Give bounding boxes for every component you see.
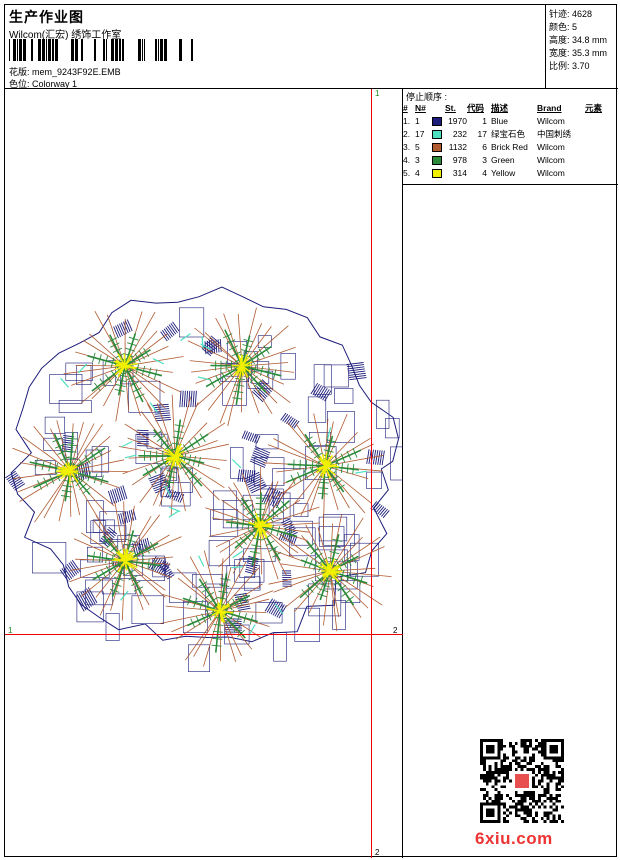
row-needle: 1 [415, 115, 420, 126]
row-element [585, 114, 618, 127]
col-description: 描述 [491, 102, 509, 113]
color-swatch [432, 142, 442, 152]
table-header-row: # N# St. 代码 描述 Brand 元素 [403, 101, 618, 114]
col-element: 元素 [585, 102, 603, 113]
row-brand: Wilcom [537, 141, 565, 152]
row-brand: Wilcom [537, 115, 565, 126]
stop-sequence-table: # N# St. 代码 描述 Brand 元素 1. 1 1970 1 Blue Wilc… [403, 101, 618, 179]
registration-line-vertical [371, 89, 372, 858]
col-stitches: St. [445, 102, 456, 113]
row-number: 1. [403, 115, 411, 126]
stop-sequence-panel: 停止顺序 : # N# St. 代码 描述 Brand 元素 1. 1 1970 1 B… [403, 89, 618, 858]
row-description: Green [491, 154, 515, 165]
col-needle: N# [415, 102, 426, 113]
row-code: 1 [482, 115, 487, 126]
stat-colors: 颜色: 5 [549, 22, 578, 32]
row-number: 4. [403, 154, 411, 165]
row-description: Brick Red [491, 141, 528, 152]
row-stitches: 1970 [448, 115, 467, 126]
stat-width: 宽度: 35.3 mm [549, 48, 608, 58]
stop-row: 3. 5 1132 6 Brick Red Wilcom [403, 140, 618, 153]
design-canvas: 1 1 2 2 [5, 89, 403, 858]
registration-label-bottom: 2 [375, 848, 380, 857]
page-title: 生产作业图 [9, 9, 84, 25]
row-needle: 17 [415, 128, 425, 139]
row-code: 4 [482, 167, 487, 178]
colorway-label: 色位: [9, 79, 30, 89]
color-swatch [432, 129, 442, 139]
row-code: 17 [477, 128, 487, 139]
row-needle: 4 [415, 167, 420, 178]
row-needle: 3 [415, 154, 420, 165]
row-brand: 中国刺绣 [537, 128, 572, 139]
row-description: Blue [491, 115, 509, 126]
col-code: 代码 [467, 102, 485, 113]
color-swatch [432, 168, 442, 178]
stop-row: 5. 4 314 4 Yellow Wilcom [403, 166, 618, 179]
row-number: 2. [403, 128, 411, 139]
embroidery-design-preview [5, 286, 403, 672]
row-element [585, 127, 618, 140]
header-info: 生产作业图 Wilcom(汇宏) 绣饰工作室 花版: mem_9243F92E.… [5, 5, 546, 89]
row-description: 绿宝石色 [491, 128, 526, 139]
row-number: 3. [403, 141, 411, 152]
qr-code [480, 739, 564, 823]
panel-divider [403, 184, 618, 185]
row-brand: Wilcom [537, 154, 565, 165]
registration-label-left: 1 [8, 626, 13, 635]
colorway-row: 色位: Colorway 1 [9, 77, 77, 90]
col-swatch [432, 101, 445, 114]
colorway-value: Colorway 1 [32, 79, 78, 89]
stat-height: 高度: 34.8 mm [549, 35, 608, 45]
row-stitches: 232 [452, 128, 467, 139]
registration-label-top: 1 [375, 89, 380, 98]
registration-label-right: 2 [393, 626, 398, 635]
studio-name: Wilcom(汇宏) 绣饰工作室 [9, 30, 122, 41]
row-code: 6 [482, 141, 487, 152]
stop-row: 1. 1 1970 1 Blue Wilcom [403, 114, 618, 127]
color-swatch [432, 155, 442, 165]
row-code: 3 [482, 154, 487, 165]
production-worksheet: 生产作业图 Wilcom(汇宏) 绣饰工作室 花版: mem_9243F92E.… [4, 4, 618, 858]
design-label: 花版: [9, 67, 30, 77]
design-stats: 针迹: 4628 颜色: 5 高度: 34.8 mm 宽度: 35.3 mm 比… [546, 5, 618, 89]
design-file-name: mem_9243F92E.EMB [32, 67, 121, 77]
row-stitches: 314 [452, 167, 467, 178]
col-brand: Brand [537, 102, 562, 113]
stat-stitches: 针迹: 4628 [549, 9, 593, 19]
stat-scale: 比例: 3.70 [549, 61, 590, 71]
row-stitches: 978 [452, 154, 467, 165]
row-stitches: 1132 [448, 141, 467, 152]
site-logo: 6xiu.com [475, 829, 553, 848]
stop-row: 4. 3 978 3 Green Wilcom [403, 153, 618, 166]
row-brand: Wilcom [537, 167, 565, 178]
color-swatch [432, 116, 442, 126]
row-number: 5. [403, 167, 411, 178]
registration-line-horizontal [5, 634, 403, 635]
row-element [585, 140, 618, 153]
row-description: Yellow [491, 167, 516, 178]
row-needle: 5 [415, 141, 420, 152]
stop-sequence-title: 停止顺序 : [406, 92, 448, 102]
design-file-row: 花版: mem_9243F92E.EMB [9, 65, 121, 78]
stop-row: 2. 17 232 17 绿宝石色 中国刺绣 [403, 127, 618, 140]
col-number: # [403, 102, 408, 113]
barcode [9, 39, 193, 61]
row-element [585, 153, 618, 166]
row-element [585, 166, 618, 179]
